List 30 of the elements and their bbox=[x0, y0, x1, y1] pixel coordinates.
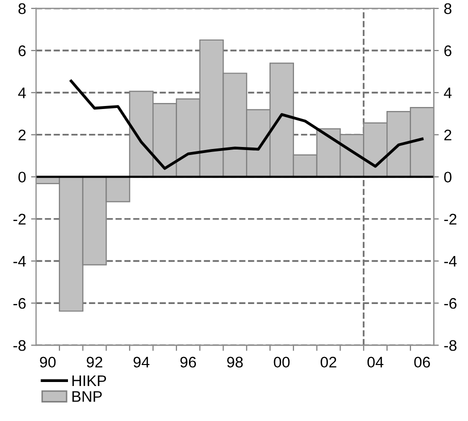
x-tick-label: 96 bbox=[180, 356, 196, 368]
legend-label: BNP bbox=[72, 391, 102, 402]
x-tick-label: 92 bbox=[86, 356, 102, 368]
y2-tick-label: 2 bbox=[444, 130, 452, 140]
x-tick-label: 90 bbox=[40, 356, 56, 368]
y2-tick-label: -4 bbox=[444, 256, 457, 267]
x-tick-label: 98 bbox=[227, 356, 243, 368]
y-tick-label: 2 bbox=[18, 130, 26, 140]
x-tick-label: 94 bbox=[134, 356, 150, 368]
y2-tick-label: 6 bbox=[444, 45, 452, 56]
x-tick-label: 06 bbox=[414, 356, 430, 368]
x-tick-label: 04 bbox=[367, 356, 384, 368]
y2-tick-label: -8 bbox=[444, 340, 456, 351]
x-tick-label: 02 bbox=[320, 356, 336, 368]
y-tick-label: 4 bbox=[18, 88, 26, 98]
y-tick-label: 0 bbox=[18, 172, 26, 183]
y2-tick-label: 8 bbox=[444, 3, 452, 14]
y-tick-label: -2 bbox=[13, 214, 26, 224]
y-tick-label: -4 bbox=[13, 256, 26, 267]
legend-label: HIKP bbox=[72, 375, 106, 386]
y2-tick-label: 4 bbox=[444, 88, 452, 98]
y2-tick-label: -2 bbox=[444, 214, 456, 224]
y-tick-label: 8 bbox=[18, 3, 26, 14]
y-tick-label: -8 bbox=[13, 340, 26, 351]
y2-tick-label: 0 bbox=[444, 172, 452, 183]
x-tick-label: 00 bbox=[274, 356, 290, 368]
y2-tick-label: -6 bbox=[444, 298, 456, 309]
line-series bbox=[70, 80, 424, 170]
y-tick-label: -6 bbox=[13, 298, 26, 309]
y-tick-label: 6 bbox=[18, 45, 26, 56]
